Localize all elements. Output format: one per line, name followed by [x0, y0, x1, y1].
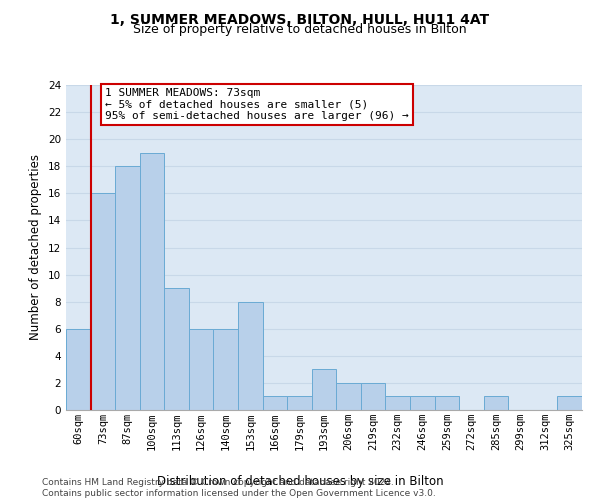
- Text: Contains HM Land Registry data © Crown copyright and database right 2024.
Contai: Contains HM Land Registry data © Crown c…: [42, 478, 436, 498]
- Text: Size of property relative to detached houses in Bilton: Size of property relative to detached ho…: [133, 22, 467, 36]
- Bar: [287, 396, 312, 410]
- Bar: [361, 383, 385, 410]
- Bar: [385, 396, 410, 410]
- Bar: [66, 329, 91, 410]
- Text: 1, SUMMER MEADOWS, BILTON, HULL, HU11 4AT: 1, SUMMER MEADOWS, BILTON, HULL, HU11 4A…: [110, 12, 490, 26]
- Text: Distribution of detached houses by size in Bilton: Distribution of detached houses by size …: [157, 474, 443, 488]
- Bar: [214, 329, 238, 410]
- Bar: [410, 396, 434, 410]
- Bar: [91, 194, 115, 410]
- Bar: [263, 396, 287, 410]
- Bar: [238, 302, 263, 410]
- Bar: [557, 396, 582, 410]
- Bar: [115, 166, 140, 410]
- Y-axis label: Number of detached properties: Number of detached properties: [29, 154, 43, 340]
- Bar: [140, 152, 164, 410]
- Bar: [336, 383, 361, 410]
- Bar: [189, 329, 214, 410]
- Bar: [164, 288, 189, 410]
- Text: 1 SUMMER MEADOWS: 73sqm
← 5% of detached houses are smaller (5)
95% of semi-deta: 1 SUMMER MEADOWS: 73sqm ← 5% of detached…: [106, 88, 409, 121]
- Bar: [312, 370, 336, 410]
- Bar: [484, 396, 508, 410]
- Bar: [434, 396, 459, 410]
